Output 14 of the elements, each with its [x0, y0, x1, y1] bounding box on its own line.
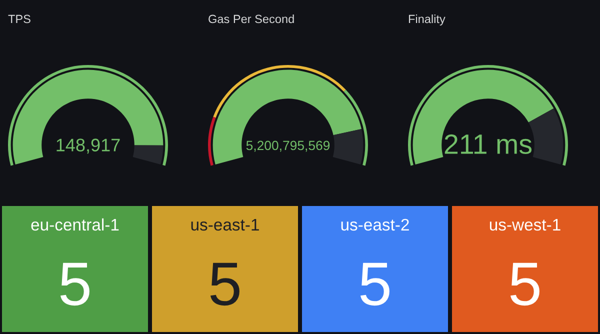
- chart-title: TPS: [8, 14, 30, 24]
- text: 5,200,795,569: [246, 140, 330, 152]
- data-label: 5: [510, 262, 540, 306]
- text: 211 ms: [444, 134, 532, 154]
- text: 148,917: [56, 138, 120, 154]
- text: us-west-1: [490, 219, 560, 231]
- data-label: 5: [360, 262, 390, 306]
- text: eu-central-1: [31, 218, 119, 231]
- text: us-east-2: [341, 218, 409, 231]
- data-label: 5: [210, 262, 240, 306]
- data-label: 5: [60, 262, 90, 306]
- text: us-east-1: [191, 219, 259, 231]
- chart-title: Gas Per Second: [208, 14, 294, 24]
- chart-title: Finality: [408, 14, 446, 26]
